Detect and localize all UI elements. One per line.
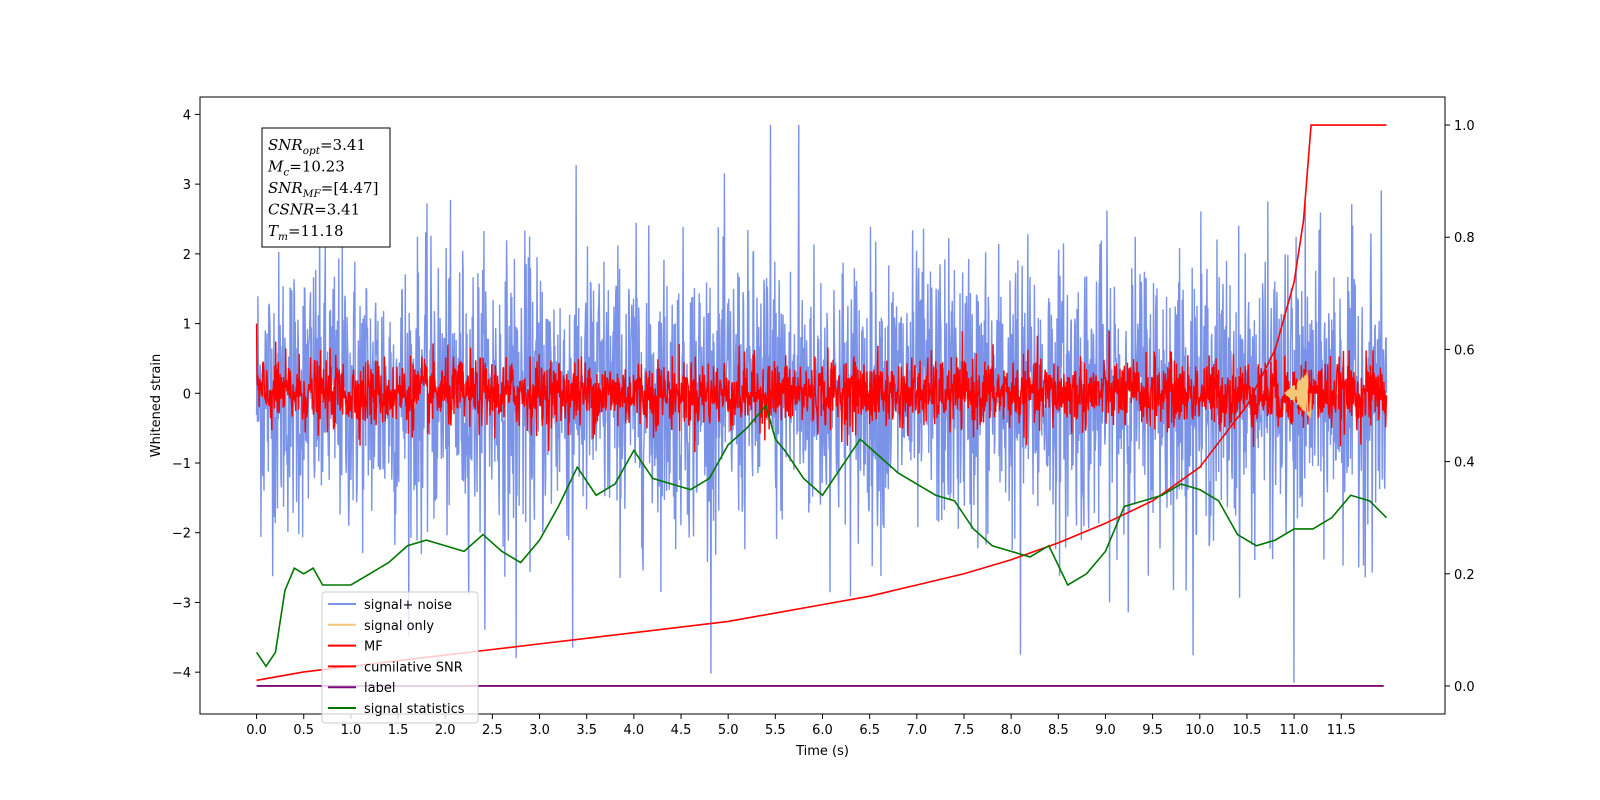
series-signal-only-line [1284,373,1312,419]
y2-tick-label: 1.0 [1454,119,1475,134]
x-tick-label: 6.0 [812,723,833,738]
y2-tick-label: 0.8 [1454,231,1475,246]
x-tick-label: 4.0 [624,723,645,738]
legend-entry-label: signal only [364,619,434,634]
y-tick-label: 1 [183,318,191,333]
annotation-line: SNRMF=[4.47] [268,179,378,200]
y2-tick-label: 0.4 [1454,456,1475,471]
x-tick-label: 4.5 [671,723,692,738]
legend-entry-label: label [364,681,395,696]
y-tick-label: −2 [172,527,191,542]
x-tick-label: 1.5 [388,723,409,738]
x-tick-label: 10.0 [1185,723,1214,738]
x-tick-label: 7.5 [954,723,975,738]
legend-entry-label: MF [364,640,383,655]
y2-tick-label: 0.2 [1454,568,1475,583]
x-tick-label: 10.5 [1232,723,1261,738]
x-tick-label: 0.5 [293,723,314,738]
y-axis-label: Whitened strain [149,354,164,457]
annotation-line: CSNR=3.41 [268,201,360,219]
y-tick-label: −3 [172,596,191,611]
x-tick-label: 7.0 [906,723,927,738]
legend: signal+ noise signal only MF cumilative SNR… [321,591,479,724]
x-tick-label: 5.5 [765,723,786,738]
annotation-box: SNRopt=3.41Mc=10.23SNRMF=[4.47]CSNR=3.41… [261,127,391,248]
y-tick-label: 4 [183,108,191,123]
x-tick-label: 3.5 [576,723,597,738]
y-tick-label: 0 [183,387,191,402]
x-tick-label: 9.0 [1095,723,1116,738]
x-tick-label: 3.0 [529,723,550,738]
annotation-frame [261,127,391,248]
axes-layer: 0.0 0.5 1.0 1.5 2.0 2.5 3.0 3.5 4.0 4.5 5.0 5.5 6.0 6… [172,108,1475,738]
x-tick-label: 8.5 [1048,723,1069,738]
y2-tick-label: 0.6 [1454,343,1475,358]
annotation-line: Mc=10.23 [267,158,345,179]
x-tick-label: 11.0 [1280,723,1309,738]
x-axis-label: Time (s) [795,744,849,759]
legend-entry-label: signal statistics [364,702,465,717]
legend-entry-label: cumilative SNR [364,660,463,675]
x-tick-label: 6.5 [859,723,880,738]
annotation-line: SNRopt=3.41 [268,136,366,157]
y-tick-label: −4 [172,666,191,681]
x-tick-label: 8.0 [1001,723,1022,738]
annotation-line: Tm=11.18 [268,222,344,243]
y-tick-label: −1 [172,457,191,472]
series-signal-statistics-line [255,403,1388,668]
y-tick-label: 2 [183,248,191,263]
x-tick-label: 11.5 [1327,723,1356,738]
series-mf-line [255,323,1388,453]
x-tick-label: 5.0 [718,723,739,738]
x-tick-label: 2.0 [435,723,456,738]
x-tick-label: 0.0 [246,723,267,738]
x-tick-label: 9.5 [1142,723,1163,738]
x-tick-label: 2.5 [482,723,503,738]
y-tick-label: 3 [183,178,191,193]
x-tick-label: 1.0 [341,723,362,738]
legend-frame [321,591,479,724]
y2-tick-label: 0.0 [1454,680,1475,695]
legend-entry-label: signal+ noise [364,598,452,613]
